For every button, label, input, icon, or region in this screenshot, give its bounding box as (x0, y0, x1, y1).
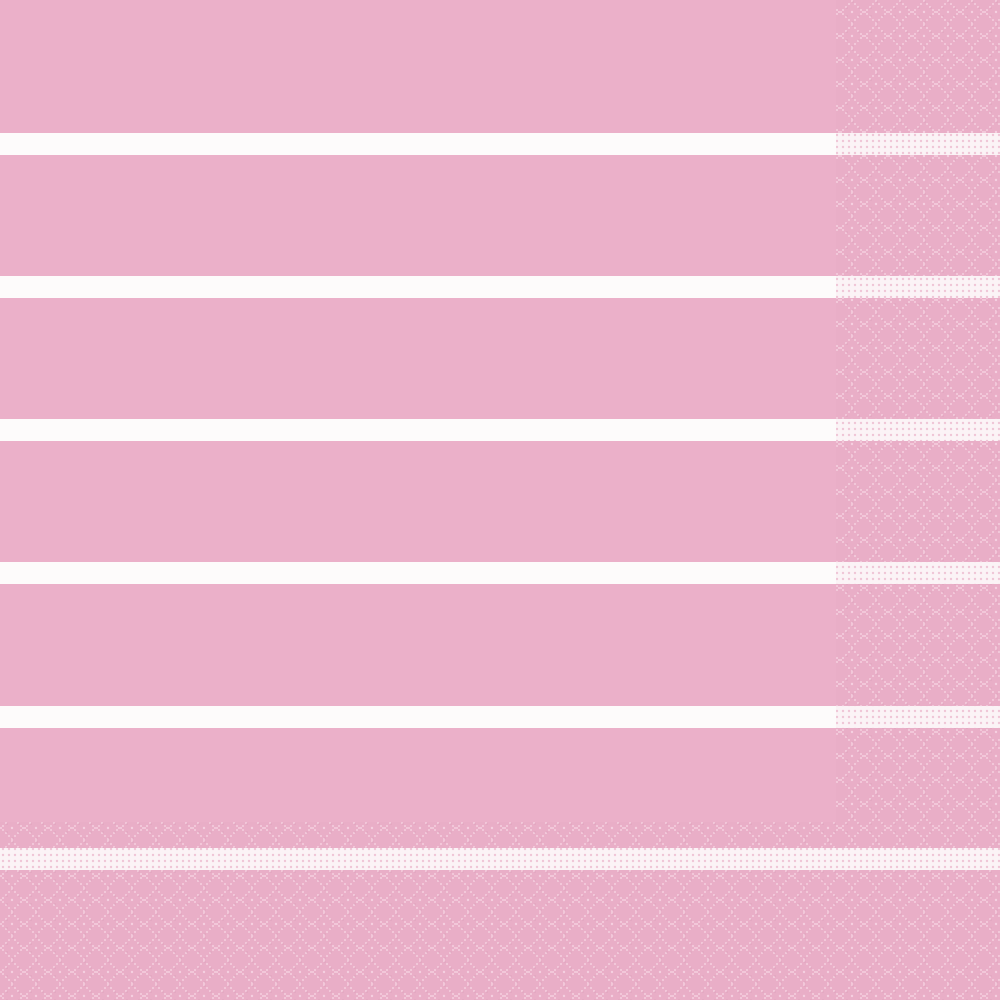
stripe-embossed (836, 133, 1000, 155)
stripe-embossed (836, 419, 1000, 441)
stripe (0, 133, 836, 155)
stripe-embossed (0, 848, 1000, 870)
stripe (0, 706, 836, 728)
stripe (0, 562, 836, 584)
stripe (0, 276, 836, 298)
stripe (0, 419, 836, 441)
stripe-embossed (836, 706, 1000, 728)
stripe-embossed (836, 276, 1000, 298)
stripe-embossed (836, 562, 1000, 584)
stripes (0, 133, 1000, 870)
